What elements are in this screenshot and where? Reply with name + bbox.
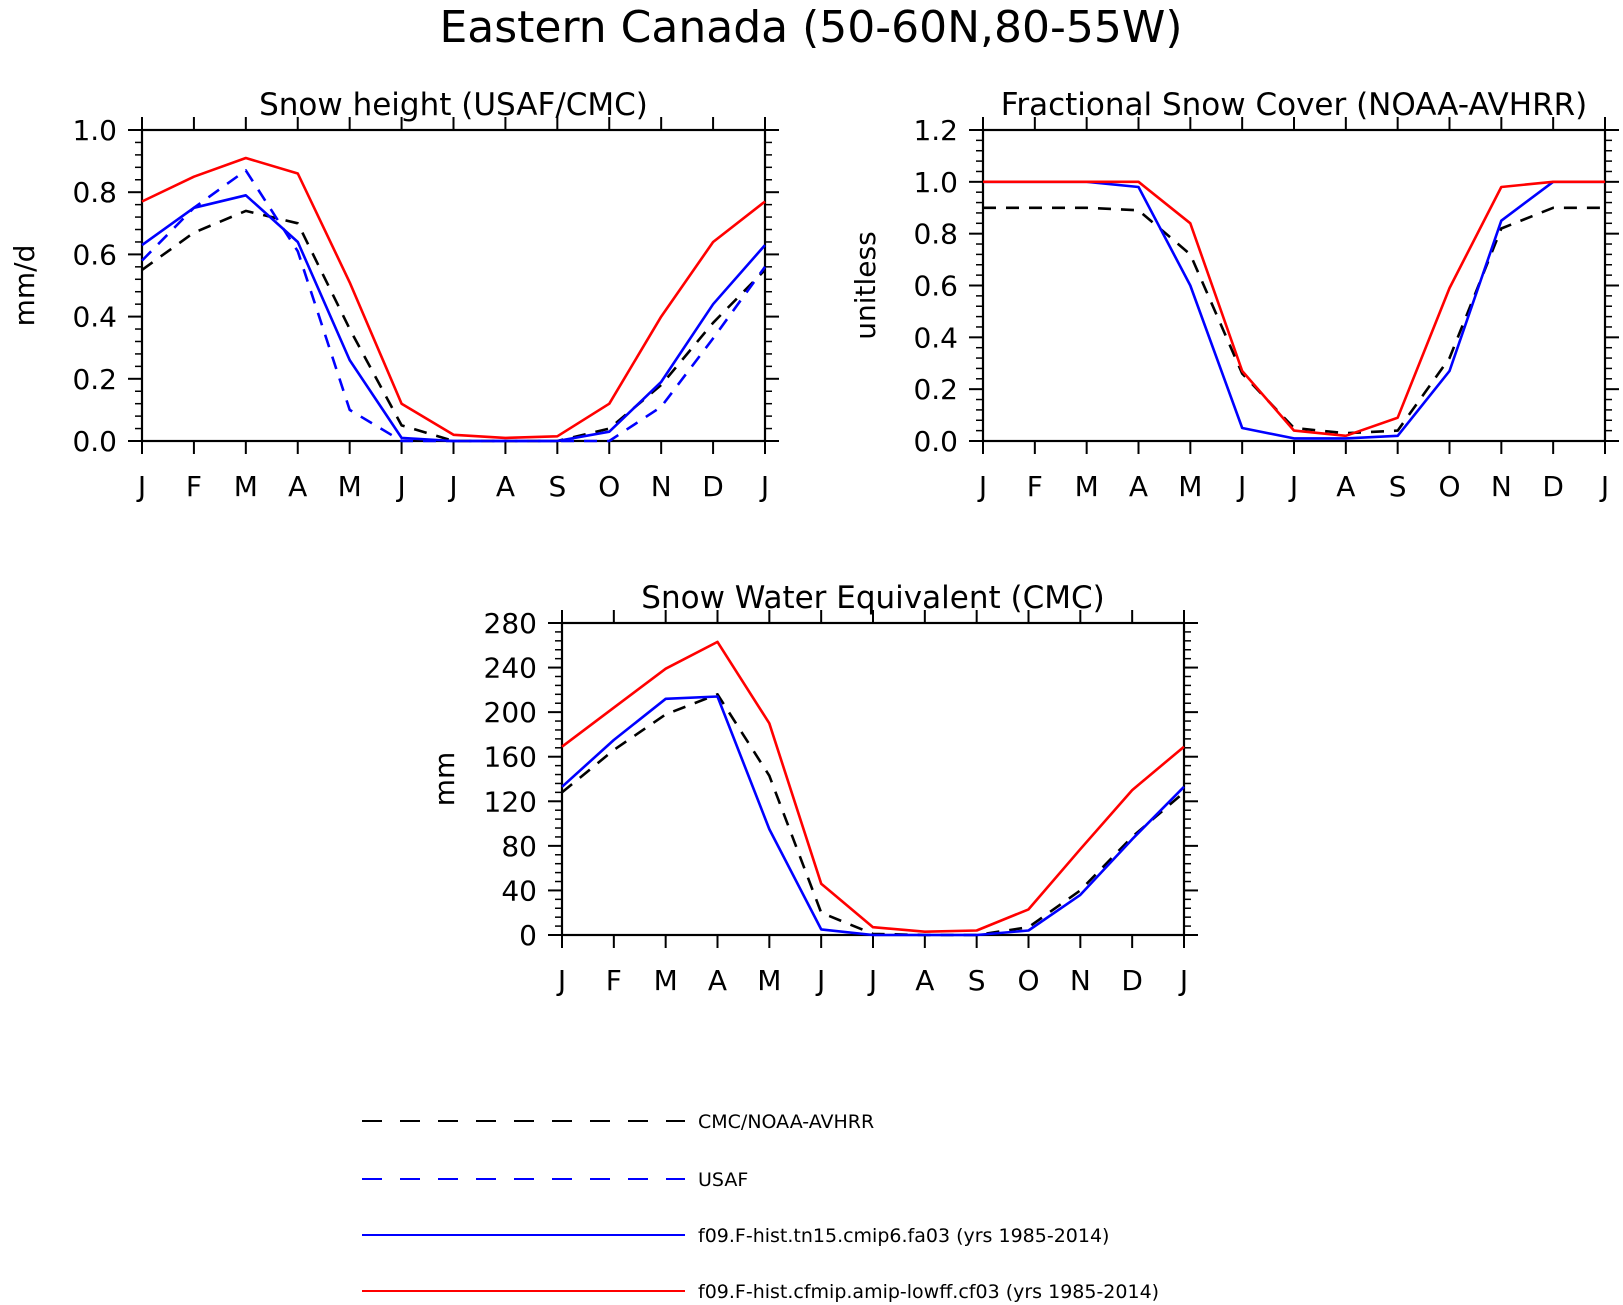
x-tick-label: A — [915, 964, 934, 997]
x-tick-label: M — [1178, 470, 1202, 503]
legend-label-usaf: USAF — [698, 1169, 748, 1191]
y-tick-label: 0.8 — [72, 176, 117, 209]
snow-water-equivalent-panel: Snow Water Equivalent (CMC)mm04080120160… — [428, 580, 1198, 997]
y-axis-label: unitless — [849, 231, 882, 339]
x-tick-label: A — [1129, 470, 1148, 503]
legend-label-cf03: f09.F-hist.cfmip.amip-lowff.cf03 (yrs 19… — [698, 1281, 1159, 1303]
series-line-2 — [983, 180, 1605, 438]
x-tick-label: S — [548, 470, 566, 503]
x-tick-label: J — [977, 470, 987, 503]
x-tick-label: J — [395, 470, 405, 503]
y-tick-label: 40 — [501, 874, 537, 907]
x-tick-label: O — [1017, 964, 1039, 997]
y-tick-label: 1.2 — [913, 114, 958, 147]
series-line-0 — [561, 692, 1185, 937]
x-tick-label: J — [1599, 470, 1609, 503]
x-tick-label: S — [1389, 470, 1407, 503]
y-tick-label: 0.0 — [913, 425, 958, 458]
legend-label-cmc-noaa-avhrr: CMC/NOAA-AVHRR — [698, 1111, 874, 1133]
main-title: Eastern Canada (50-60N,80-55W) — [439, 2, 1182, 53]
y-tick-label: 1.0 — [913, 166, 958, 199]
y-tick-label: 0.0 — [72, 425, 117, 458]
y-tick-label: 0.8 — [913, 218, 958, 251]
y-tick-label: 0.2 — [913, 373, 958, 406]
series-line-2 — [561, 640, 1185, 934]
y-tick-label: 0.6 — [72, 238, 117, 271]
x-tick-label: M — [234, 470, 258, 503]
x-tick-label: J — [867, 964, 877, 997]
x-tick-label: J — [1288, 470, 1298, 503]
x-tick-label: O — [1438, 470, 1460, 503]
fractional-snow-cover-panel: Fractional Snow Cover (NOAA-AVHRR)unitle… — [849, 87, 1619, 503]
y-tick-label: 200 — [484, 696, 537, 729]
legend-label-fa03: f09.F-hist.tn15.cmip6.fa03 (yrs 1985-201… — [698, 1225, 1109, 1247]
y-axis-label: mm/d — [8, 245, 41, 327]
y-tick-label: 120 — [484, 785, 537, 818]
y-tick-label: 0.2 — [72, 363, 117, 396]
y-tick-label: 280 — [484, 607, 537, 640]
x-tick-label: F — [606, 964, 622, 997]
snow-height-panel: Snow height (USAF/CMC)mm/d0.00.20.40.60.… — [8, 87, 779, 503]
x-tick-label: A — [708, 964, 727, 997]
x-tick-label: J — [556, 964, 566, 997]
x-tick-label: O — [598, 470, 620, 503]
x-tick-label: N — [1491, 470, 1512, 503]
series-line-1 — [561, 695, 1185, 937]
x-tick-label: J — [136, 470, 146, 503]
plot-frame — [981, 128, 1607, 443]
x-tick-label: A — [288, 470, 307, 503]
y-tick-label: 0.4 — [72, 301, 117, 334]
series-line-2 — [141, 194, 766, 443]
series-line-0 — [983, 206, 1605, 435]
x-tick-label: F — [1027, 470, 1043, 503]
y-tick-label: 1.0 — [72, 114, 117, 147]
series-line-1 — [983, 180, 1605, 440]
y-tick-label: 0.6 — [913, 270, 958, 303]
x-tick-label: D — [702, 470, 724, 503]
y-axis-label: mm — [428, 752, 461, 807]
x-tick-label: A — [1336, 470, 1355, 503]
y-tick-label: 80 — [501, 830, 537, 863]
x-tick-label: J — [815, 964, 825, 997]
x-tick-label: J — [759, 470, 769, 503]
x-tick-label: S — [968, 964, 986, 997]
x-tick-label: M — [1075, 470, 1099, 503]
plot-frame — [560, 621, 1186, 937]
x-tick-label: J — [1178, 964, 1188, 997]
x-tick-label: N — [1070, 964, 1091, 997]
y-tick-label: 240 — [484, 652, 537, 685]
y-tick-label: 0 — [519, 919, 537, 952]
x-tick-label: M — [338, 470, 362, 503]
series-line-1 — [141, 169, 767, 443]
y-tick-label: 160 — [484, 741, 537, 774]
x-tick-label: D — [1121, 964, 1143, 997]
x-tick-label: A — [496, 470, 515, 503]
x-tick-label: N — [651, 470, 672, 503]
x-tick-label: F — [186, 470, 202, 503]
series-line-3 — [141, 156, 766, 440]
series-line-0 — [141, 209, 766, 443]
x-tick-label: J — [1236, 470, 1246, 503]
y-tick-label: 0.4 — [913, 321, 958, 354]
x-tick-label: M — [757, 964, 781, 997]
x-tick-label: J — [447, 470, 457, 503]
legend: CMC/NOAA-AVHRR USAF f09.F-hist.tn15.cmip… — [362, 1111, 1159, 1303]
x-tick-label: M — [654, 964, 678, 997]
x-tick-label: D — [1542, 470, 1564, 503]
